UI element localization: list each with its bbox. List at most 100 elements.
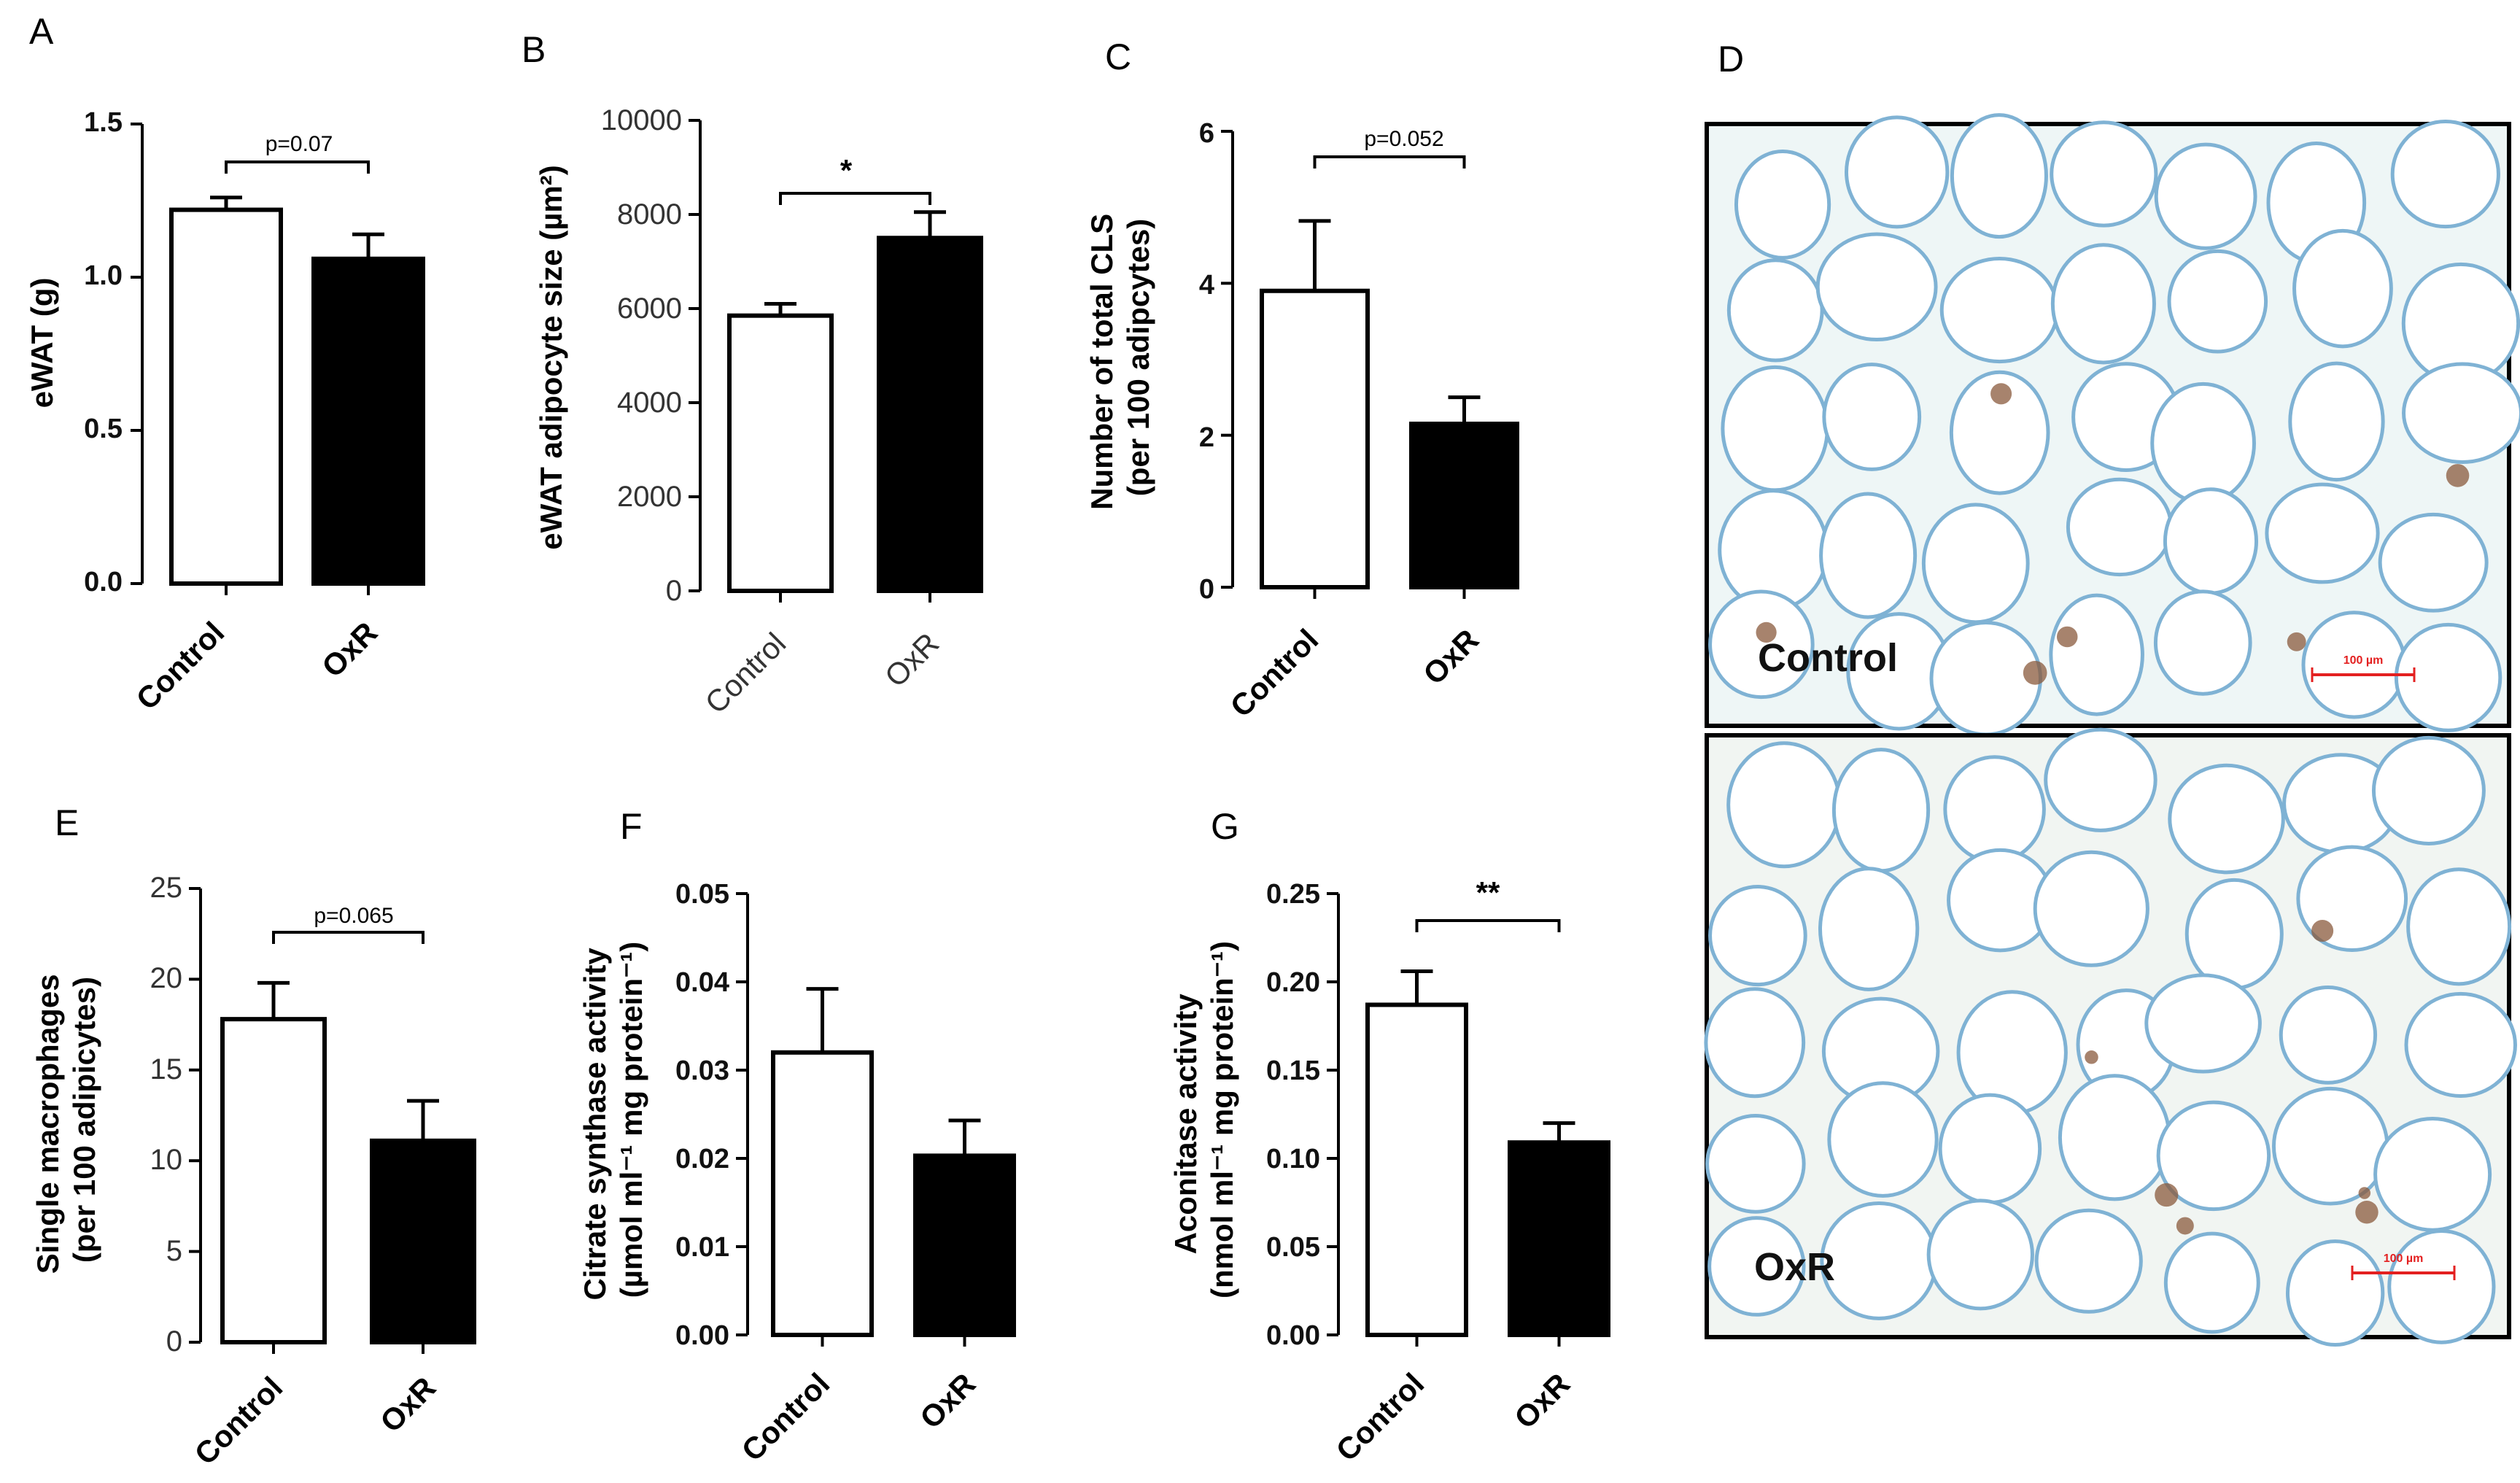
- y-axis-label-c-line1: Number of total CLS: [1085, 214, 1119, 510]
- significance-label-c: p=0.052: [1364, 127, 1443, 151]
- adipocyte-oxr: [2404, 991, 2517, 1098]
- adipocyte-control: [1734, 150, 1831, 260]
- y-tick-b-4: 8000: [617, 198, 682, 231]
- adipocyte-oxr: [2406, 867, 2512, 986]
- significance-bracket-b: [779, 192, 931, 205]
- y-tick-e-1: 5: [166, 1235, 182, 1267]
- y-tick-g-2: 0.10: [1266, 1144, 1320, 1174]
- adipocyte-oxr: [1956, 990, 2068, 1115]
- category-label-f-oxr: OxR: [913, 1366, 982, 1435]
- category-label-f-control: Control: [735, 1366, 837, 1468]
- y-tick-c-1: 2: [1199, 422, 1214, 453]
- bar-e-oxr: [370, 1138, 476, 1345]
- category-label-g-control: Control: [1330, 1366, 1431, 1468]
- adipocyte-control: [1822, 363, 1922, 471]
- stained-macrophage-oxr: [2085, 1050, 2098, 1064]
- y-tick-g-4: 0.20: [1266, 967, 1320, 998]
- stained-macrophage-control: [1990, 383, 2012, 405]
- adipocyte-oxr: [2033, 850, 2149, 967]
- y-tick-f-1: 0.01: [675, 1232, 729, 1263]
- adipocyte-oxr: [2279, 985, 2378, 1085]
- bar-f-control: [771, 1050, 874, 1338]
- adipocyte-oxr: [1818, 867, 1920, 991]
- y-tick-e-3: 15: [150, 1053, 183, 1085]
- adipocyte-control: [2378, 512, 2489, 613]
- plot-layer: [131, 119, 1610, 1354]
- adipocyte-control: [2394, 622, 2502, 732]
- category-label-b-control: Control: [698, 626, 792, 720]
- adipocyte-control: [2154, 142, 2257, 250]
- significance-label-g: **: [1476, 875, 1500, 910]
- scale-bar-label-control: 100 µm: [2343, 654, 2384, 667]
- adipocyte-control: [1815, 232, 1938, 342]
- y-axis-label-g: Aconitase activity (nmol ml⁻¹ mg protein…: [1168, 941, 1239, 1298]
- y-axis-label-e: Single macrophages (per 100 adipicytes): [31, 966, 101, 1274]
- adipocyte-oxr: [1705, 1114, 1806, 1214]
- adipocyte-oxr: [2373, 1116, 2492, 1232]
- bar-b-oxr: [877, 236, 983, 593]
- category-label-e-control: Control: [188, 1370, 290, 1471]
- category-label-a-oxr: OxR: [315, 615, 384, 684]
- category-label-e-oxr: OxR: [373, 1370, 442, 1439]
- adipocyte-oxr: [2058, 1074, 2171, 1201]
- micrograph-label-control: Control: [1758, 636, 1898, 680]
- significance-label-b: *: [840, 153, 853, 187]
- panel-letter-e: E: [55, 802, 79, 843]
- significance-label-a: p=0.07: [265, 132, 333, 156]
- y-axis-label-c-line2: (per 100 adipcytes): [1121, 219, 1155, 497]
- scale-bar-control: 100 µm: [2311, 654, 2416, 682]
- y-axis-label-f-line2: (µmol ml⁻¹ mg protein⁻¹): [614, 942, 648, 1298]
- bar-b-control: [727, 313, 834, 593]
- adipocyte-oxr: [2156, 1100, 2271, 1212]
- adipocyte-oxr: [2034, 1208, 2143, 1314]
- significance-bracket-e: [272, 931, 424, 944]
- y-tick-b-1: 2000: [617, 481, 682, 513]
- significance-bracket-g: [1415, 919, 1561, 932]
- y-axis-label-f-line1: Citrate synthase activity: [578, 948, 612, 1301]
- y-axis-label-e-line2: (per 100 adipicytes): [67, 977, 101, 1263]
- y-tick-b-3: 6000: [617, 293, 682, 325]
- adipocyte-control: [1939, 256, 2060, 364]
- adipocyte-control: [2390, 120, 2500, 229]
- adipocyte-oxr: [2163, 1231, 2260, 1334]
- y-tick-b-2: 4000: [617, 387, 682, 419]
- adipocyte-control: [2150, 382, 2256, 505]
- adipocyte-oxr: [1707, 1216, 1806, 1317]
- adipocyte-oxr: [2168, 763, 2285, 875]
- y-tick-a-1: 0.5: [84, 414, 123, 444]
- adipocyte-oxr: [2184, 878, 2284, 991]
- y-tick-f-5: 0.05: [675, 879, 729, 910]
- y-tick-c-2: 4: [1199, 270, 1214, 301]
- y-tick-f-4: 0.04: [675, 967, 729, 998]
- significance-label-e: p=0.065: [314, 904, 393, 928]
- adipocyte-control: [2050, 120, 2158, 228]
- adipocyte-control: [2153, 589, 2252, 696]
- y-tick-e-2: 10: [150, 1144, 183, 1176]
- stained-macrophage-control: [2287, 632, 2306, 651]
- y-tick-e-5: 25: [150, 872, 183, 904]
- adipocyte-oxr: [1726, 741, 1842, 869]
- stained-macrophage-control: [1756, 622, 1777, 643]
- y-tick-f-2: 0.02: [675, 1144, 729, 1174]
- panel-letter-c: C: [1105, 36, 1131, 77]
- scale-bar-oxr: 100 µm: [2351, 1252, 2456, 1280]
- adipocyte-control: [1921, 503, 2030, 624]
- y-tick-e-4: 20: [150, 962, 183, 994]
- adipocyte-oxr: [2271, 1086, 2389, 1206]
- adipocyte-control: [1726, 258, 1824, 363]
- panel-letter-d: D: [1718, 39, 1744, 80]
- micrograph-label-oxr: OxR: [1754, 1245, 1835, 1289]
- panel-letter-f: F: [620, 806, 643, 847]
- y-tick-b-5: 10000: [601, 104, 682, 136]
- significance-bracket-c: [1313, 155, 1466, 169]
- adipocyte-control: [2265, 482, 2380, 584]
- y-tick-b-0: 0: [666, 575, 682, 607]
- y-tick-a-2: 1.0: [84, 260, 123, 291]
- adipocyte-control: [2288, 361, 2385, 482]
- category-label-a-control: Control: [130, 615, 231, 716]
- adipocyte-control: [2066, 477, 2174, 577]
- bar-c-oxr: [1409, 422, 1519, 590]
- y-tick-c-3: 6: [1199, 118, 1214, 149]
- y-tick-a-0: 0.0: [84, 567, 123, 597]
